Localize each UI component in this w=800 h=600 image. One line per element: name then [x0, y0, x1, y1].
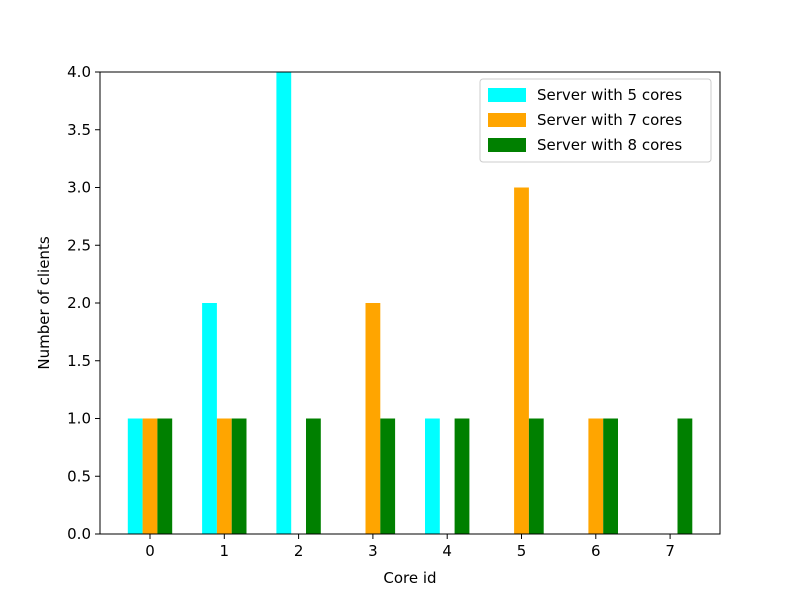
bar-series2-cat1 [231, 418, 247, 534]
x-tick-label: 0 [145, 542, 155, 560]
bar-series1-cat1 [216, 418, 232, 534]
legend-box [479, 78, 712, 163]
bars-group [127, 72, 693, 534]
y-tick-label: 2.5 [67, 236, 91, 254]
x-tick-label: 5 [517, 542, 527, 560]
bar-series2-cat7 [677, 418, 693, 534]
bar-series1-cat0 [142, 418, 158, 534]
y-tick-label: 3.5 [67, 121, 91, 139]
bar-series0-cat0 [127, 418, 143, 534]
x-axis: 0 1 2 3 4 5 6 7 [145, 534, 675, 560]
y-tick-label: 1.0 [67, 410, 91, 428]
x-axis-label: Core id [383, 569, 436, 587]
bar-series2-cat6 [603, 418, 618, 534]
legend-label: Server with 7 cores [537, 111, 682, 129]
y-tick-label: 0.5 [67, 467, 91, 485]
legend-label: Server with 8 cores [537, 136, 682, 154]
y-tick-label: 2.0 [67, 294, 91, 312]
y-tick-label: 1.5 [67, 352, 91, 370]
x-tick-label: 3 [368, 542, 378, 560]
y-axis: 0.0 0.5 1.0 1.5 2.0 2.5 3.0 3.5 4.0 [67, 63, 100, 543]
y-tick-label: 0.0 [67, 525, 91, 543]
x-tick-label: 1 [220, 542, 230, 560]
y-tick-label: 3.0 [67, 179, 91, 197]
legend-label: Server with 5 cores [537, 86, 682, 104]
y-tick-label: 4.0 [67, 63, 91, 81]
bar-series1-cat6 [588, 418, 604, 534]
bar-series0-cat2 [276, 72, 292, 534]
y-axis-label: Number of clients [35, 236, 53, 369]
legend-swatch [488, 88, 526, 102]
bar-series2-cat0 [157, 418, 173, 534]
bar-series1-cat3 [365, 303, 381, 534]
x-tick-label: 7 [665, 542, 675, 560]
bar-series0-cat4 [425, 418, 440, 534]
x-tick-label: 6 [591, 542, 601, 560]
legend-swatch [488, 113, 526, 127]
x-tick-label: 4 [442, 542, 452, 560]
bar-series0-cat1 [202, 303, 217, 534]
bar-series2-cat5 [528, 418, 544, 534]
bar-series2-cat2 [306, 418, 321, 534]
legend: Server with 5 cores Server with 7 cores Se… [479, 78, 712, 163]
bar-series1-cat5 [514, 187, 529, 534]
bar-series2-cat4 [454, 418, 470, 534]
x-tick-label: 2 [294, 542, 304, 560]
bar-series2-cat3 [380, 418, 396, 534]
legend-swatch [488, 138, 526, 152]
